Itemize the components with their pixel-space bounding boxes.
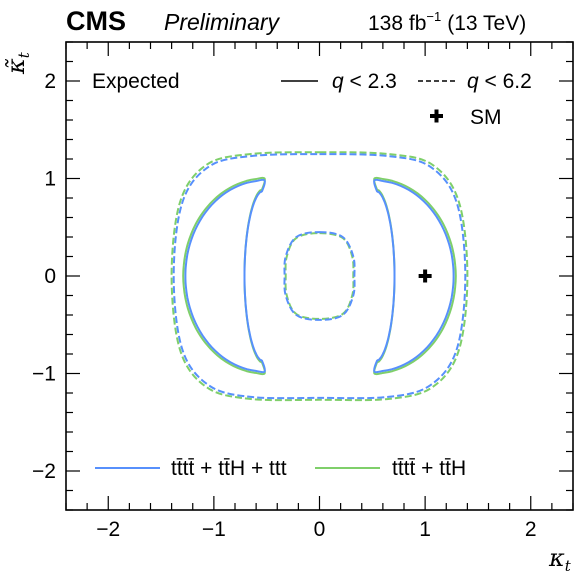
- contour-dashed-inner-ring: [283, 231, 356, 321]
- contour-solid-right: [373, 178, 455, 374]
- y-tick-label: 1: [44, 168, 56, 191]
- x-tick-label: 0: [314, 518, 326, 541]
- y-tick-label: −1: [32, 363, 56, 386]
- luminosity-label: 138 fb−1 (13 TeV): [368, 9, 526, 35]
- x-axis-label: κt: [548, 544, 572, 575]
- status-label: Preliminary: [164, 9, 281, 35]
- contour-dashed-inner-ring: [284, 232, 355, 320]
- axis-ticks: [65, 41, 574, 511]
- y-tick-label: 2: [44, 70, 56, 93]
- x-tick-label: −1: [202, 518, 226, 541]
- tick-labels: −2 −1 0 1 2 −2 −1 0 1 2: [32, 70, 537, 541]
- legend-solid-label: q < 2.3: [332, 70, 397, 93]
- x-tick-label: 2: [525, 518, 537, 541]
- contour-dashed-outer-ring: [170, 151, 469, 402]
- energy-label: (13 TeV): [447, 12, 526, 35]
- y-tick-label: −2: [32, 460, 56, 483]
- experiment-label: CMS: [66, 6, 126, 36]
- legend-series-2-label: tt̄tt̄ + tt̄H: [392, 457, 466, 480]
- contour-solid-left: [184, 178, 266, 374]
- expected-annotation: Expected: [92, 70, 180, 93]
- contour-layer: [170, 151, 469, 402]
- y-tick-label: 0: [44, 265, 56, 288]
- x-tick-label: −2: [96, 518, 120, 541]
- legend-series-1-label: tt̄tt̄ + tt̄H + ttt: [171, 457, 287, 480]
- lumi-value: 138 fb: [368, 12, 426, 35]
- legend-dashed-label: q < 6.2: [467, 70, 532, 93]
- legend-sm-marker: [430, 109, 443, 123]
- x-tick-label: 1: [419, 518, 431, 541]
- legend-sm-label: SM: [470, 106, 502, 129]
- y-axis-label: κ̃t: [2, 51, 33, 75]
- lumi-exponent: −1: [426, 9, 441, 24]
- sm-point-marker: [418, 269, 432, 283]
- contour-dashed-outer-ring: [172, 153, 467, 400]
